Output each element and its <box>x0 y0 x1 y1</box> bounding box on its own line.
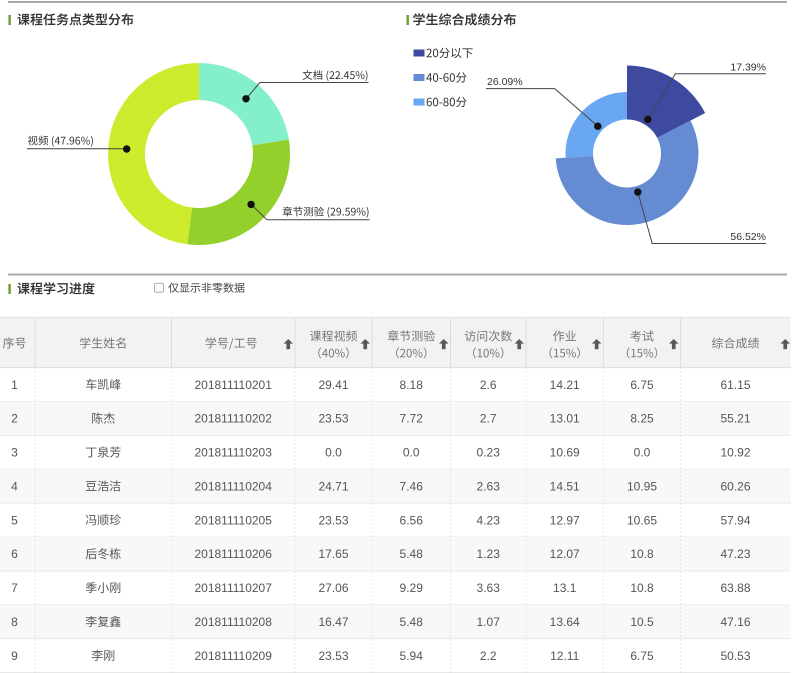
svg-text:201811110201: 201811110201 <box>194 378 272 392</box>
svg-text:5.94: 5.94 <box>400 649 424 663</box>
svg-text:56.52%: 56.52% <box>730 231 766 243</box>
svg-text:0.23: 0.23 <box>477 446 501 460</box>
svg-text:7.72: 7.72 <box>400 412 424 426</box>
svg-text:3.63: 3.63 <box>477 581 501 595</box>
svg-text:201811110208: 201811110208 <box>194 615 272 629</box>
svg-text:47.23: 47.23 <box>720 547 750 561</box>
svg-text:10.8: 10.8 <box>630 547 654 561</box>
svg-text:6: 6 <box>11 547 18 561</box>
svg-text:29.41: 29.41 <box>318 378 348 392</box>
svg-text:8.25: 8.25 <box>630 412 654 426</box>
svg-text:2.7: 2.7 <box>480 412 497 426</box>
svg-text:17.39%: 17.39% <box>730 61 766 73</box>
svg-text:0.0: 0.0 <box>403 446 420 460</box>
svg-text:0.0: 0.0 <box>325 446 342 460</box>
svg-text:26.09%: 26.09% <box>487 76 523 88</box>
svg-text:61.15: 61.15 <box>720 378 750 392</box>
svg-text:3: 3 <box>11 446 18 460</box>
svg-text:23.53: 23.53 <box>318 649 348 663</box>
svg-text:57.94: 57.94 <box>720 513 750 527</box>
svg-text:10.8: 10.8 <box>630 581 654 595</box>
svg-text:24.71: 24.71 <box>318 480 348 494</box>
svg-text:13.64: 13.64 <box>550 615 580 629</box>
svg-text:10.92: 10.92 <box>720 446 750 460</box>
svg-text:9: 9 <box>11 649 18 663</box>
svg-text:201811110207: 201811110207 <box>194 581 272 595</box>
svg-text:0.0: 0.0 <box>634 446 651 460</box>
svg-text:201811110202: 201811110202 <box>194 412 272 426</box>
svg-text:10.69: 10.69 <box>550 446 580 460</box>
svg-text:8: 8 <box>11 615 18 629</box>
svg-text:27.06: 27.06 <box>318 581 348 595</box>
svg-text:10.95: 10.95 <box>627 480 657 494</box>
svg-text:5.48: 5.48 <box>400 547 424 561</box>
svg-text:23.53: 23.53 <box>318 412 348 426</box>
svg-text:2: 2 <box>11 412 18 426</box>
svg-text:13.1: 13.1 <box>553 581 577 595</box>
svg-text:55.21: 55.21 <box>720 412 750 426</box>
svg-text:201811110206: 201811110206 <box>194 547 272 561</box>
svg-text:10.65: 10.65 <box>627 513 657 527</box>
svg-text:6.56: 6.56 <box>400 513 424 527</box>
svg-text:14.21: 14.21 <box>550 378 580 392</box>
svg-text:201811110205: 201811110205 <box>194 513 272 527</box>
svg-text:63.88: 63.88 <box>720 581 750 595</box>
svg-text:7.46: 7.46 <box>400 480 424 494</box>
svg-text:201811110209: 201811110209 <box>194 649 272 663</box>
svg-text:50.53: 50.53 <box>720 649 750 663</box>
svg-text:5: 5 <box>11 513 18 527</box>
svg-text:12.97: 12.97 <box>550 513 580 527</box>
svg-text:201811110204: 201811110204 <box>194 480 272 494</box>
svg-text:201811110203: 201811110203 <box>194 446 272 460</box>
svg-text:1: 1 <box>11 378 18 392</box>
svg-text:13.01: 13.01 <box>550 412 580 426</box>
svg-text:14.51: 14.51 <box>550 480 580 494</box>
svg-text:10.5: 10.5 <box>630 615 654 629</box>
svg-text:7: 7 <box>11 581 18 595</box>
svg-text:1.07: 1.07 <box>477 615 501 629</box>
svg-text:12.11: 12.11 <box>550 649 579 663</box>
svg-text:9.29: 9.29 <box>400 581 424 595</box>
svg-text:2.6: 2.6 <box>480 378 497 392</box>
svg-text:4: 4 <box>11 480 18 494</box>
svg-text:5.48: 5.48 <box>400 615 424 629</box>
svg-text:6.75: 6.75 <box>630 649 654 663</box>
svg-text:2.63: 2.63 <box>477 480 501 494</box>
svg-text:2.2: 2.2 <box>480 649 497 663</box>
svg-text:23.53: 23.53 <box>318 513 348 527</box>
svg-text:6.75: 6.75 <box>630 378 654 392</box>
svg-text:4.23: 4.23 <box>477 513 501 527</box>
svg-text:60.26: 60.26 <box>720 480 750 494</box>
svg-text:12.07: 12.07 <box>550 547 580 561</box>
svg-text:1.23: 1.23 <box>477 547 501 561</box>
svg-text:16.47: 16.47 <box>318 615 348 629</box>
svg-text:47.16: 47.16 <box>720 615 750 629</box>
svg-text:17.65: 17.65 <box>318 547 348 561</box>
svg-text:8.18: 8.18 <box>400 378 424 392</box>
